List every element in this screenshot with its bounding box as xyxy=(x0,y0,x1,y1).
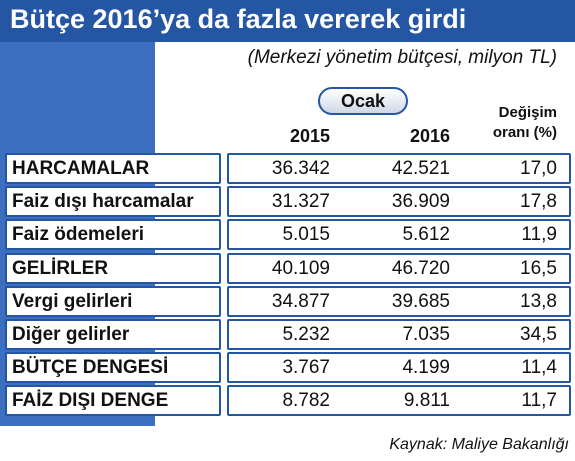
cell-value: 3.767 xyxy=(282,357,330,379)
row-label-box xyxy=(5,252,221,284)
cell-value: 9.811 xyxy=(403,390,450,412)
row-label-box xyxy=(5,186,221,218)
cell-value: 5.232 xyxy=(282,324,330,345)
row-label-box xyxy=(5,385,221,417)
row-value-box xyxy=(227,285,571,317)
column-header: 2015 xyxy=(289,126,330,146)
row-label-box xyxy=(5,319,221,350)
cell-value: 36.909 xyxy=(391,191,450,213)
cell-value: 4.199 xyxy=(402,357,450,379)
row-label: Faiz ödemeleri xyxy=(12,224,144,246)
row-value-box xyxy=(227,186,571,218)
column-header: 2016 xyxy=(409,126,450,146)
title-bar xyxy=(0,0,575,42)
cell-value: 42.521 xyxy=(391,158,450,179)
cell-value: 7.035 xyxy=(402,324,450,345)
cell-value: 11,9 xyxy=(521,224,557,246)
cell-value: 5.015 xyxy=(282,224,330,246)
cell-value: 34.877 xyxy=(271,290,330,312)
row-label: Faiz dışı harcamalar xyxy=(12,191,194,213)
cell-value: 13,8 xyxy=(520,290,557,312)
cell-value: 36.342 xyxy=(271,158,330,179)
cell-value: 16,5 xyxy=(520,257,557,279)
cell-value: 39.685 xyxy=(391,290,450,312)
cell-value: 31.327 xyxy=(271,191,330,213)
source: Kaynak: Maliye Bakanlığı xyxy=(389,436,569,453)
column-group: Ocak xyxy=(318,87,408,115)
row-label-box xyxy=(5,219,221,251)
row-value-box xyxy=(227,352,571,384)
cell-value: 8.782 xyxy=(282,390,330,412)
cell-value: 34,5 xyxy=(520,324,557,345)
row-label: Diğer gelirler xyxy=(12,324,130,345)
row-label: GELİRLER xyxy=(12,257,109,279)
title: Bütçe 2016’ya da fazla vererek girdi xyxy=(10,4,467,34)
row-label-box xyxy=(5,285,221,317)
row-label-box xyxy=(5,352,221,384)
row-label: HARCAMALAR xyxy=(12,158,150,179)
row-label: FAİZ DIŞI DENGE xyxy=(12,390,169,412)
subtitle: (Merkezi yönetim bütçesi, milyon TL) xyxy=(247,47,557,68)
cell-value: 17,0 xyxy=(520,158,557,179)
row-label-box xyxy=(5,153,221,184)
row-value-box xyxy=(227,385,571,417)
row-label: Vergi gelirleri xyxy=(12,290,133,312)
column-header: oranı (%) xyxy=(492,124,557,141)
row-value-box xyxy=(227,153,571,184)
cell-value: 11,7 xyxy=(521,390,557,412)
row-value-box xyxy=(227,319,571,350)
cell-value: 46.720 xyxy=(391,257,450,279)
row-label: BÜTÇE DENGESİ xyxy=(12,357,169,379)
cell-value: 17,8 xyxy=(520,191,557,213)
cell-value: 40.109 xyxy=(271,257,330,279)
column-header: Değişim xyxy=(498,104,557,121)
cell-value: 11,4 xyxy=(521,357,557,379)
cell-value: 5.612 xyxy=(402,224,450,246)
row-value-box xyxy=(227,219,571,251)
row-value-box xyxy=(227,252,571,284)
